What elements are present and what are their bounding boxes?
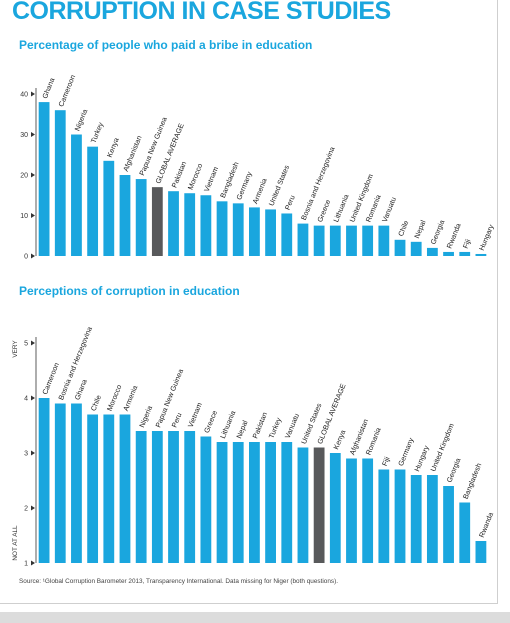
- y-label-very: VERY: [12, 340, 19, 358]
- y-tick-label: 1: [24, 561, 28, 568]
- bar-united-states: [298, 448, 309, 564]
- bar-label-peru: Peru: [170, 411, 184, 428]
- y-tick-marker: [31, 451, 35, 456]
- bar-label-nepal: Nepal: [234, 419, 250, 440]
- bar-greece: [200, 437, 211, 564]
- bar-united-kingdom: [427, 475, 438, 563]
- y-tick-label: 3: [24, 451, 28, 458]
- y-label-not-at-all: NOT AT ALL: [12, 525, 19, 561]
- bar-label-bangladesh: Bangladesh: [461, 462, 484, 501]
- bar-label-turkey: Turkey: [267, 416, 284, 440]
- bar-germany: [395, 470, 406, 564]
- bar-label-kenya: Kenya: [331, 428, 347, 450]
- bar-lithuania: [217, 442, 228, 563]
- bar-nigeria: [136, 431, 147, 563]
- bar-vanuatu: [281, 442, 292, 563]
- bar-label-armenia: Armenia: [121, 384, 139, 412]
- y-tick-label: 4: [24, 396, 28, 403]
- bar-label-vanuatu: Vanuatu: [283, 412, 301, 440]
- y-tick-marker: [31, 561, 35, 566]
- bar-romania: [362, 459, 373, 564]
- bar-bangladesh: [459, 503, 470, 564]
- bar-label-fiji: Fiji: [380, 455, 392, 467]
- bar-label-nigeria: Nigeria: [137, 404, 154, 428]
- bar-label-cameroon: Cameroon: [40, 361, 61, 395]
- bar-ghana: [71, 404, 82, 564]
- bar-label-greece: Greece: [202, 409, 219, 434]
- source-note: Source: ¹Global Corruption Barometer 201…: [19, 578, 338, 585]
- bar-rwanda: [476, 541, 487, 563]
- bar-kenya: [330, 453, 341, 563]
- bar-label-romania: Romania: [364, 426, 383, 456]
- bar-vietnam: [184, 431, 195, 563]
- bar-label-chile: Chile: [89, 394, 103, 413]
- bar-global-average: [314, 448, 325, 564]
- y-tick-marker: [31, 341, 35, 346]
- bar-morocco: [103, 415, 114, 564]
- bar-label-rwanda: Rwanda: [477, 511, 495, 539]
- bar-peru: [168, 431, 179, 563]
- bar-hungary: [411, 475, 422, 563]
- bar-turkey: [265, 442, 276, 563]
- bar-georgia: [443, 486, 454, 563]
- bar-label-germany: Germany: [396, 436, 416, 467]
- bar-nepal: [233, 442, 244, 563]
- bar-fiji: [378, 470, 389, 564]
- footer-band: [0, 612, 510, 623]
- bar-armenia: [120, 415, 131, 564]
- bar-pakistan: [249, 442, 260, 563]
- bar-label-ghana: Ghana: [72, 378, 88, 401]
- bar-chile: [87, 415, 98, 564]
- frame-border-bottom: [0, 603, 498, 604]
- bar-label-vietnam: Vietnam: [186, 401, 204, 429]
- y-tick-marker: [31, 396, 35, 401]
- bar-papua-new-guinea: [152, 431, 163, 563]
- frame-border-right: [497, 0, 498, 604]
- y-tick-label: 2: [24, 506, 28, 513]
- y-tick-marker: [31, 506, 35, 511]
- bar-bosnia-and-herzegovina: [55, 404, 66, 564]
- bar-label-georgia: Georgia: [445, 457, 463, 484]
- bar-afghanistan: [346, 459, 357, 564]
- bar-cameroon: [39, 398, 50, 563]
- y-tick-label: 5: [24, 341, 28, 348]
